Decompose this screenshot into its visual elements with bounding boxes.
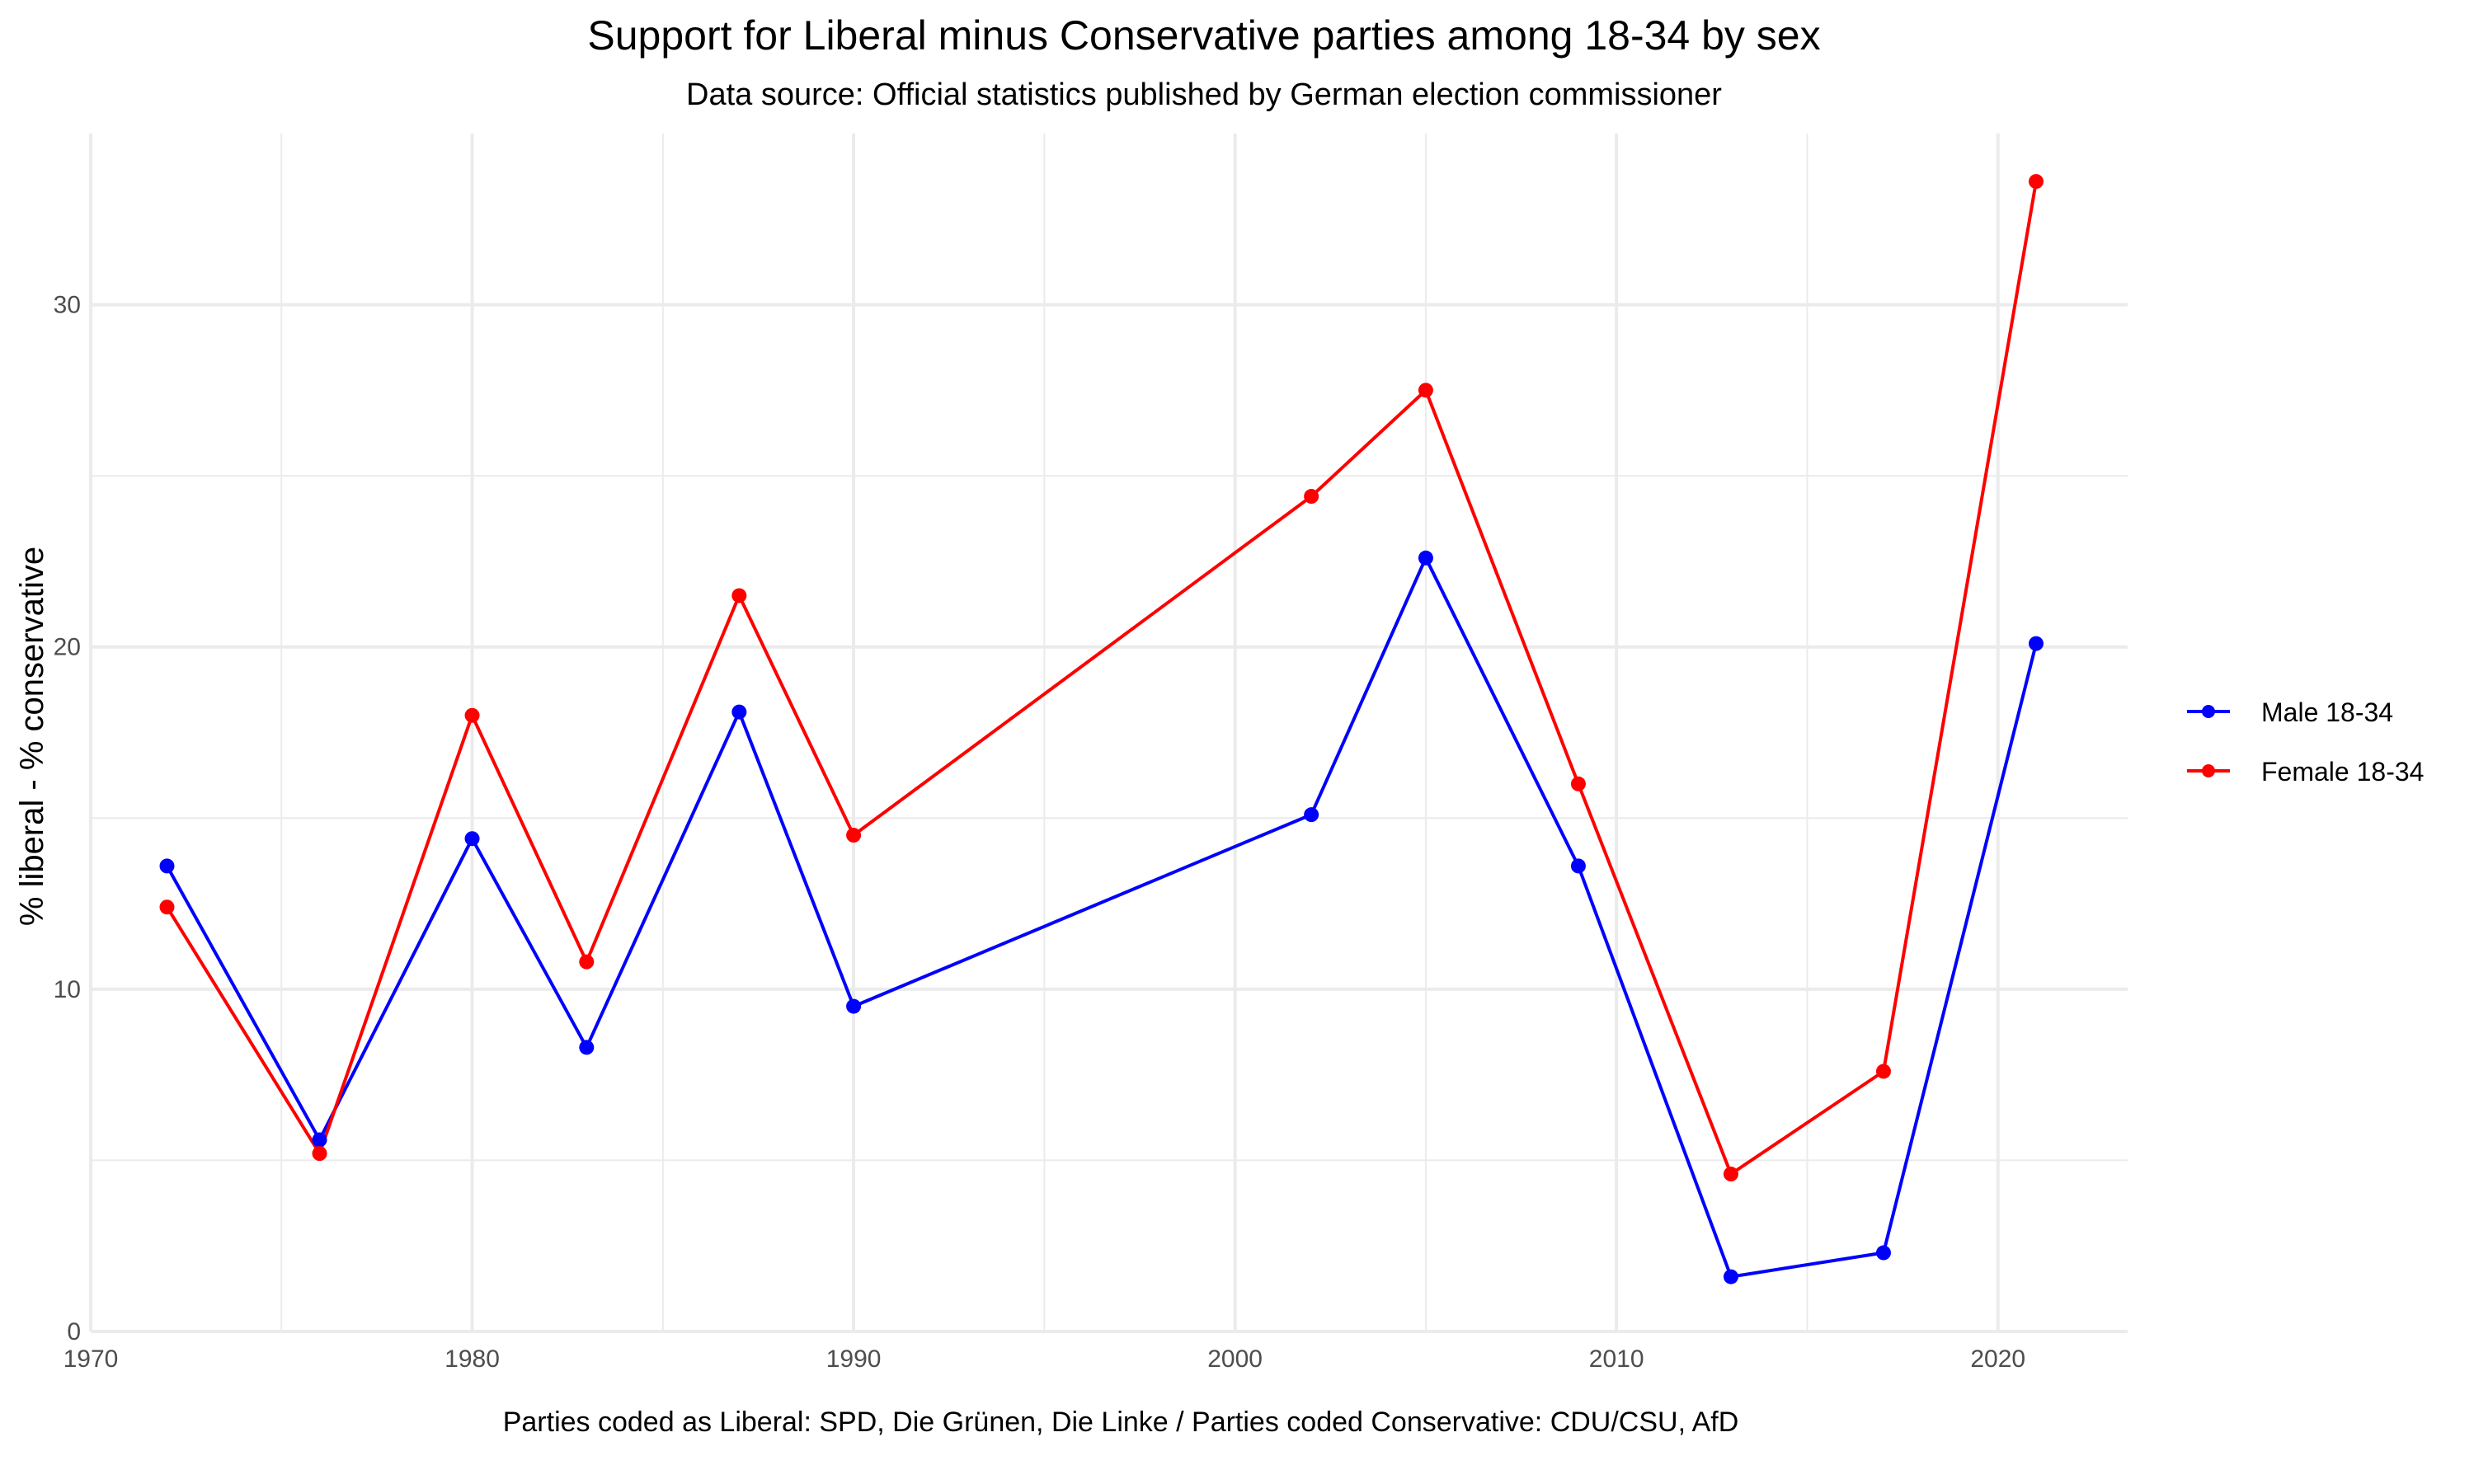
grid bbox=[89, 134, 2128, 1333]
data-point-female bbox=[731, 588, 747, 603]
data-point-female bbox=[1723, 1167, 1738, 1182]
data-point-female bbox=[312, 1146, 327, 1162]
chart-caption: Parties coded as Liberal: SPD, Die Grüne… bbox=[503, 1407, 1739, 1438]
data-point-female bbox=[1304, 489, 1319, 505]
legend-item-male: Male 18-34 bbox=[2187, 697, 2393, 727]
y-axis-title: % liberal - % conservative bbox=[14, 547, 50, 926]
data-point-female bbox=[1875, 1064, 1891, 1079]
tick-labels: 1970 1980 1990 2000 2010 2020 0 10 20 30 bbox=[54, 292, 2025, 1373]
series-line-male bbox=[165, 556, 2038, 1279]
data-point-male bbox=[312, 1132, 327, 1148]
data-point-female bbox=[2028, 174, 2044, 190]
x-tick-label: 2000 bbox=[1207, 1345, 1263, 1373]
x-tick-label: 1970 bbox=[63, 1345, 119, 1373]
legend-marker-male bbox=[2202, 705, 2215, 718]
data-point-male bbox=[1418, 550, 1433, 566]
data-point-male bbox=[579, 1040, 595, 1055]
x-tick-label: 1980 bbox=[444, 1345, 500, 1373]
data-point-female bbox=[579, 954, 595, 970]
legend-label-male: Male 18-34 bbox=[2261, 697, 2393, 727]
data-point-female bbox=[464, 707, 480, 723]
chart-subtitle: Data source: Official statistics publish… bbox=[686, 77, 1722, 112]
legend-marker-female bbox=[2202, 764, 2215, 777]
y-tick-label: 0 bbox=[67, 1318, 81, 1345]
data-point-male bbox=[1875, 1245, 1891, 1261]
x-tick-label: 2010 bbox=[1589, 1345, 1644, 1373]
data-point-female bbox=[159, 899, 175, 915]
series-line-female bbox=[165, 181, 2038, 1176]
x-tick-label: 2020 bbox=[1970, 1345, 2025, 1373]
series-lines bbox=[165, 181, 2038, 1279]
x-tick-label: 1990 bbox=[826, 1345, 882, 1373]
data-point-male bbox=[1570, 858, 1586, 874]
legend-label-female: Female 18-34 bbox=[2261, 757, 2424, 787]
data-point-male bbox=[1723, 1269, 1738, 1284]
data-point-male bbox=[464, 831, 480, 847]
data-point-female bbox=[846, 828, 862, 843]
data-point-female bbox=[1570, 776, 1586, 791]
y-tick-label: 20 bbox=[54, 634, 81, 661]
data-point-male bbox=[731, 704, 747, 720]
legend: Male 18-34 Female 18-34 bbox=[2187, 697, 2424, 787]
data-point-female bbox=[1418, 383, 1433, 398]
data-point-male bbox=[159, 858, 175, 874]
y-tick-label: 30 bbox=[54, 292, 81, 319]
series-points bbox=[159, 174, 2044, 1284]
y-tick-label: 10 bbox=[54, 976, 81, 1003]
data-point-male bbox=[846, 998, 862, 1014]
data-point-male bbox=[2028, 636, 2044, 651]
legend-item-female: Female 18-34 bbox=[2187, 757, 2424, 787]
chart-title: Support for Liberal minus Conservative p… bbox=[587, 12, 1820, 59]
data-point-male bbox=[1304, 807, 1319, 823]
